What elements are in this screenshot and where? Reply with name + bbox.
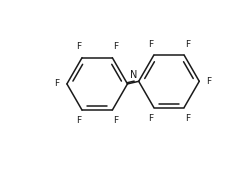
Text: F: F	[207, 77, 212, 86]
Text: F: F	[76, 42, 81, 51]
Text: N: N	[130, 70, 137, 80]
Text: F: F	[148, 40, 153, 49]
Text: F: F	[55, 79, 60, 88]
Text: F: F	[76, 116, 81, 125]
Text: F: F	[185, 40, 190, 49]
Text: F: F	[185, 114, 190, 123]
Text: F: F	[113, 116, 119, 125]
Text: F: F	[113, 42, 119, 51]
Text: F: F	[148, 114, 153, 123]
